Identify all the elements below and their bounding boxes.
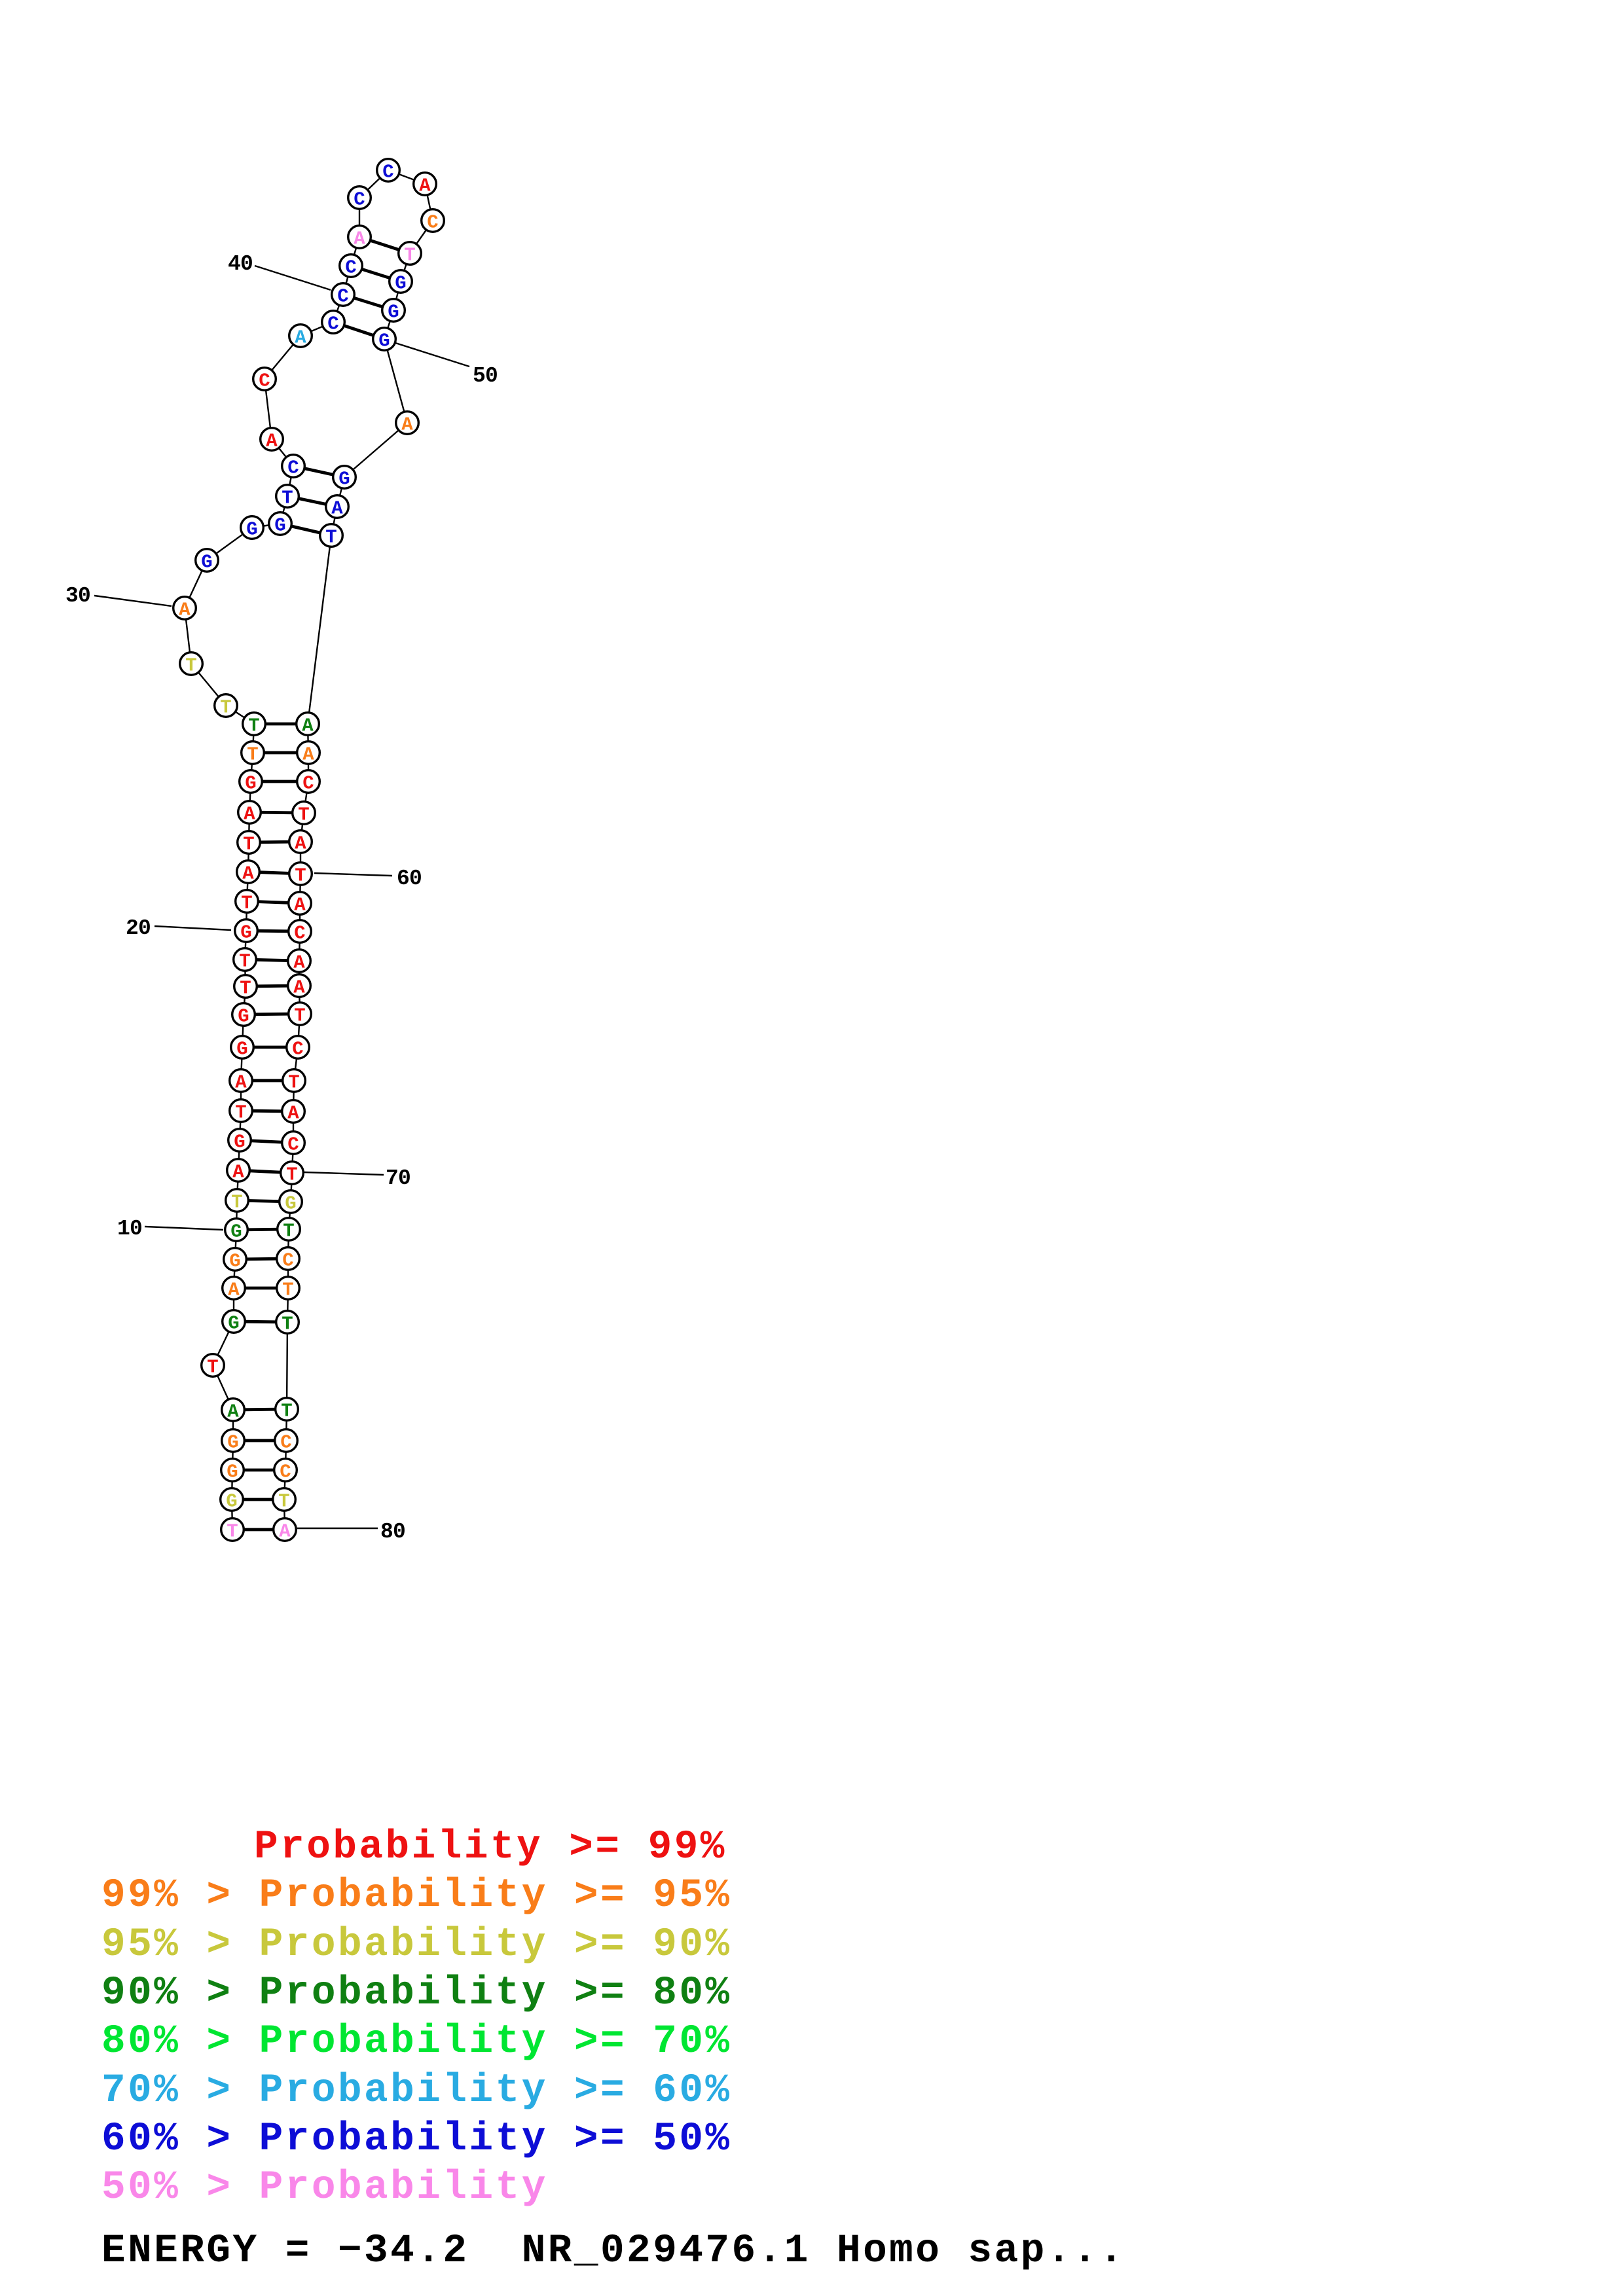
svg-text:G: G [226, 1490, 237, 1512]
svg-text:C: C [287, 457, 299, 478]
svg-text:G: G [388, 301, 399, 323]
svg-text:G: G [395, 272, 406, 294]
svg-text:A: A [401, 414, 413, 435]
svg-text:C: C [294, 922, 305, 944]
svg-text:G: G [236, 1038, 247, 1060]
svg-text:C: C [280, 1431, 291, 1453]
svg-text:A: A [227, 1401, 239, 1422]
svg-text:T: T [207, 1356, 218, 1378]
svg-text:95% > Probability >= 90%: 95% > Probability >= 90% [101, 1922, 732, 1967]
svg-text:T: T [278, 1490, 289, 1512]
svg-text:A: A [295, 833, 306, 854]
svg-text:T: T [281, 1400, 292, 1422]
svg-text:C: C [280, 1461, 291, 1482]
svg-text:T: T [283, 1220, 294, 1242]
svg-text:G: G [338, 468, 350, 490]
svg-text:A: A [235, 1071, 247, 1093]
svg-text:50: 50 [473, 364, 498, 388]
svg-text:A: A [244, 803, 255, 825]
svg-text:C: C [282, 1249, 293, 1271]
svg-text:A: A [293, 977, 305, 998]
svg-text:A: A [179, 599, 191, 620]
svg-text:C: C [327, 313, 338, 334]
svg-text:G: G [227, 1431, 238, 1453]
svg-text:G: G [230, 1221, 242, 1242]
svg-text:A: A [419, 175, 431, 196]
svg-text:60% > Probability >= 50%: 60% > Probability >= 50% [101, 2117, 732, 2162]
svg-text:G: G [228, 1312, 239, 1334]
svg-text:G: G [234, 1131, 245, 1153]
svg-text:T: T [282, 1279, 293, 1300]
svg-text:T: T [220, 696, 231, 718]
svg-text:A: A [266, 430, 278, 452]
svg-text:T: T [248, 715, 259, 736]
svg-text:T: T [282, 487, 293, 509]
svg-text:ENERGY = −34.2 NR_029476.1 Ho: ENERGY = −34.2 NR_029476.1 Homo sap... [101, 2229, 1125, 2274]
svg-text:A: A [242, 863, 254, 884]
svg-text:Probability >= 99%: Probability >= 99% [254, 1825, 727, 1870]
svg-text:A: A [287, 1102, 299, 1124]
svg-text:T: T [286, 1164, 297, 1185]
svg-text:T: T [282, 1313, 293, 1335]
svg-text:A: A [232, 1161, 244, 1183]
svg-text:T: T [294, 1005, 305, 1026]
svg-text:80% > Probability >= 70%: 80% > Probability >= 70% [101, 2019, 732, 2064]
svg-text:T: T [295, 865, 306, 886]
svg-text:G: G [245, 772, 256, 794]
svg-text:C: C [427, 211, 438, 233]
svg-text:A: A [354, 228, 365, 249]
svg-text:70% > Probability >= 60%: 70% > Probability >= 60% [101, 2068, 732, 2113]
svg-text:70: 70 [386, 1166, 410, 1191]
svg-text:C: C [382, 161, 393, 183]
svg-text:80: 80 [380, 1520, 405, 1544]
svg-text:G: G [240, 922, 251, 943]
svg-text:99% > Probability >= 95%: 99% > Probability >= 95% [101, 1873, 732, 1918]
svg-text:T: T [241, 892, 252, 914]
svg-text:A: A [302, 715, 314, 736]
svg-text:A: A [295, 327, 306, 348]
svg-text:90% > Probability >= 80%: 90% > Probability >= 80% [101, 1971, 732, 2016]
svg-text:A: A [331, 497, 343, 519]
svg-text:10: 10 [117, 1217, 142, 1241]
svg-text:C: C [345, 257, 356, 278]
svg-text:A: A [228, 1279, 240, 1300]
svg-text:C: C [292, 1038, 303, 1060]
svg-text:T: T [185, 655, 196, 676]
svg-text:G: G [285, 1193, 296, 1214]
svg-text:60: 60 [397, 867, 422, 891]
svg-text:C: C [259, 370, 270, 391]
svg-text:T: T [243, 833, 254, 855]
svg-text:C: C [302, 772, 314, 794]
svg-text:T: T [298, 804, 309, 825]
svg-text:T: T [239, 950, 250, 972]
svg-text:T: T [240, 977, 251, 999]
svg-text:G: G [227, 1461, 238, 1482]
svg-text:T: T [235, 1102, 246, 1123]
svg-text:40: 40 [228, 252, 253, 276]
svg-text:C: C [337, 285, 348, 307]
svg-text:C: C [354, 188, 365, 210]
svg-text:G: G [201, 551, 212, 573]
svg-text:G: G [378, 330, 390, 351]
svg-text:A: A [294, 894, 306, 916]
svg-text:30: 30 [65, 584, 90, 608]
svg-text:C: C [287, 1134, 299, 1155]
svg-text:T: T [288, 1071, 299, 1093]
svg-text:50% > Probability: 50% > Probability [101, 2165, 548, 2210]
svg-text:G: G [246, 518, 257, 540]
svg-text:T: T [404, 244, 415, 266]
svg-text:A: A [302, 744, 314, 765]
svg-text:G: G [274, 514, 285, 536]
svg-text:T: T [227, 1520, 238, 1542]
svg-text:T: T [247, 744, 258, 765]
svg-text:A: A [279, 1520, 291, 1542]
svg-text:G: G [238, 1005, 249, 1027]
svg-text:T: T [325, 526, 337, 548]
svg-text:G: G [229, 1250, 240, 1272]
svg-text:20: 20 [126, 916, 151, 941]
svg-text:T: T [231, 1191, 242, 1213]
svg-text:A: A [293, 952, 305, 973]
